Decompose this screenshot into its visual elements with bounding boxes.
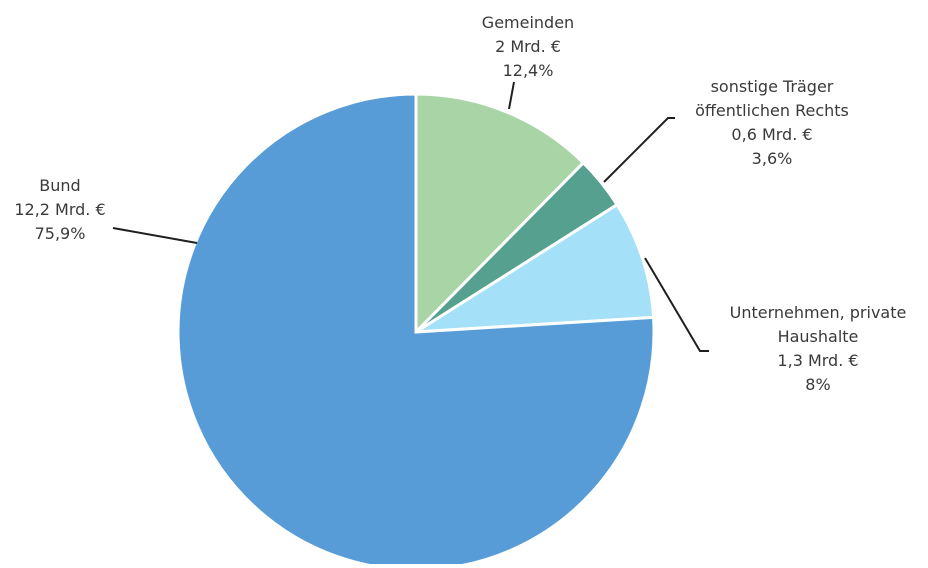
slice-label-gemeinden: Gemeinden bbox=[482, 13, 574, 32]
slice-label-sonstige-traeger-line2: öffentlichen Rechts bbox=[695, 101, 849, 120]
slice-percent-bund: 75,9% bbox=[35, 224, 86, 243]
leader-line-bund bbox=[112, 227, 198, 244]
slice-labels-layer: Gemeinden 2 Mrd. € 12,4% sonstige Träger… bbox=[14, 13, 906, 394]
slice-bund bbox=[176, 92, 656, 568]
slice-label-unternehmen-line1: Unternehmen, private bbox=[730, 303, 907, 322]
leader-line-gemeinden bbox=[508, 81, 515, 110]
slice-amount-gemeinden: 2 Mrd. € bbox=[495, 37, 561, 56]
slice-gemeinden bbox=[414, 92, 586, 336]
slice-label-sonstige-traeger-line1: sonstige Träger bbox=[711, 77, 834, 96]
slices-layer bbox=[176, 92, 656, 568]
slice-label-bund: Bund bbox=[39, 176, 80, 195]
slice-percent-gemeinden: 12,4% bbox=[503, 61, 554, 80]
slice-percent-unternehmen: 8% bbox=[805, 375, 830, 394]
leader-line-unternehmen bbox=[644, 257, 709, 352]
leader-line-sonstige-traeger bbox=[603, 117, 675, 183]
slice-unternehmen bbox=[415, 202, 656, 334]
leader-lines-layer bbox=[112, 81, 709, 352]
slice-percent-sonstige-traeger: 3,6% bbox=[752, 149, 793, 168]
slice-amount-unternehmen: 1,3 Mrd. € bbox=[777, 351, 858, 370]
slice-label-unternehmen-line2: Haushalte bbox=[778, 327, 859, 346]
slice-amount-bund: 12,2 Mrd. € bbox=[14, 200, 105, 219]
slice-amount-sonstige-traeger: 0,6 Mrd. € bbox=[731, 125, 812, 144]
